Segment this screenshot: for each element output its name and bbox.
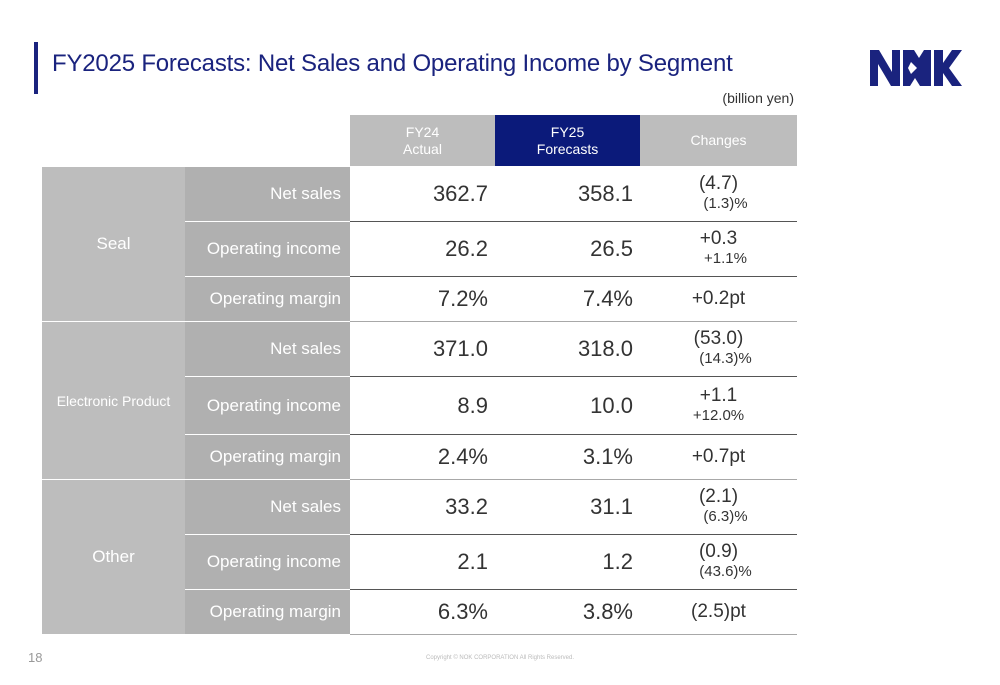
change-cell: (2.1) (6.3)% xyxy=(640,480,797,534)
title-accent-bar xyxy=(34,42,38,94)
segment-divider-left xyxy=(42,479,350,480)
header-changes: Changes xyxy=(640,115,797,166)
segment-divider-left xyxy=(42,321,350,322)
fy25-value: 358.1 xyxy=(577,181,633,206)
fy25-value: 3.1% xyxy=(582,444,633,469)
fy24-value: 371.0 xyxy=(432,336,488,361)
change-amount: +0.2pt xyxy=(691,288,746,309)
table-bottom-line xyxy=(350,634,797,635)
fy24-value: 33.2 xyxy=(445,494,488,519)
metric-label: Operating income xyxy=(185,222,350,276)
fy24-value: 2.1 xyxy=(457,549,488,574)
row-divider xyxy=(350,534,797,535)
metric-label: Operating margin xyxy=(185,590,350,634)
change-amount: +1.1 xyxy=(699,384,738,406)
row-divider xyxy=(350,434,797,435)
change-cell: +0.2pt xyxy=(640,277,797,321)
change-cell: +1.1 +12.0% xyxy=(640,377,797,434)
fy25-value: 10.0 xyxy=(590,392,633,418)
change-percent: (43.6)% xyxy=(699,563,752,580)
change-cell: (53.0) (14.3)% xyxy=(640,322,797,376)
fy24-value: 7.2% xyxy=(437,286,488,311)
fy25-value: 1.2 xyxy=(602,549,633,574)
metric-divider xyxy=(185,534,350,535)
header-fy25-line2: Forecasts xyxy=(536,140,599,157)
change-percent: +12.0% xyxy=(692,406,745,424)
segment-label-electronic-product: Electronic Product xyxy=(42,322,185,479)
metric-divider xyxy=(185,221,350,222)
metric-label: Net sales xyxy=(185,167,350,221)
fy24-value: 2.4% xyxy=(437,444,488,469)
fy24-value: 26.2 xyxy=(445,236,488,261)
page-number: 18 xyxy=(28,650,43,665)
metric-label: Net sales xyxy=(185,322,350,376)
change-amount: (2.1) xyxy=(698,486,739,507)
change-amount: +0.3 xyxy=(699,228,738,249)
fy25-value: 3.8% xyxy=(582,599,633,624)
metric-divider xyxy=(185,589,350,590)
segment-divider xyxy=(350,479,797,480)
fy24-value: 6.3% xyxy=(437,599,488,624)
header-fy25-line1: FY25 xyxy=(550,123,585,140)
metric-label: Operating margin xyxy=(185,277,350,321)
row-divider xyxy=(350,221,797,222)
metric-divider xyxy=(185,376,350,377)
metric-label: Operating income xyxy=(185,377,350,434)
change-percent: (1.3)% xyxy=(703,195,748,212)
nok-logo xyxy=(870,50,962,86)
segment-label-seal: Seal xyxy=(42,167,185,321)
row-divider xyxy=(350,376,797,377)
change-cell: (2.5)pt xyxy=(640,590,797,634)
copyright-notice: Copyright © NOK CORPORATION All Rights R… xyxy=(425,655,575,661)
fy25-value: 31.1 xyxy=(590,494,633,519)
metric-divider xyxy=(185,276,350,277)
fy24-value: 362.7 xyxy=(432,181,488,206)
change-amount: (53.0) xyxy=(693,328,744,349)
header-fy25: FY25 Forecasts xyxy=(495,115,640,166)
change-amount: +0.7pt xyxy=(691,446,746,467)
metric-label: Net sales xyxy=(185,480,350,534)
header-fy24: FY24 Actual xyxy=(350,115,495,166)
header-fy24-line2: Actual xyxy=(403,140,442,157)
fy25-value: 318.0 xyxy=(577,336,633,361)
segment-label-other: Other xyxy=(42,480,185,634)
change-cell: (4.7) (1.3)% xyxy=(640,167,797,221)
fy25-value: 7.4% xyxy=(582,286,633,311)
change-amount: (0.9) xyxy=(698,541,739,562)
page-title: FY2025 Forecasts: Net Sales and Operatin… xyxy=(52,50,733,77)
change-cell: (0.9) (43.6)% xyxy=(640,535,797,589)
fy25-value: 26.5 xyxy=(590,236,633,261)
change-amount: (4.7) xyxy=(698,173,739,194)
change-cell: +0.3 +1.1% xyxy=(640,222,797,276)
metric-divider xyxy=(185,434,350,435)
row-divider xyxy=(350,276,797,277)
change-percent: (14.3)% xyxy=(699,350,752,367)
metric-label: Operating income xyxy=(185,535,350,589)
row-divider xyxy=(350,589,797,590)
unit-label: (billion yen) xyxy=(722,90,794,106)
header-fy24-line1: FY24 xyxy=(405,123,440,140)
change-amount: (2.5)pt xyxy=(691,601,746,622)
change-percent: (6.3)% xyxy=(703,508,748,525)
segment-divider xyxy=(350,321,797,322)
change-cell: +0.7pt xyxy=(640,435,797,479)
change-percent: +1.1% xyxy=(704,250,747,267)
metric-label: Operating margin xyxy=(185,435,350,479)
fy24-value: 8.9 xyxy=(457,392,488,418)
header-changes-label: Changes xyxy=(690,132,747,148)
